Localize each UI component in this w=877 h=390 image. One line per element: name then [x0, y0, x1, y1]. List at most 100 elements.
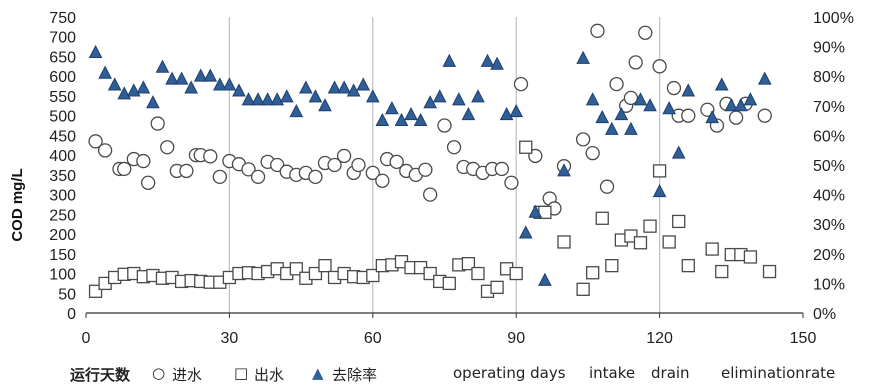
y-tick-label: 150 [49, 247, 76, 264]
drain-point [586, 266, 600, 280]
intake-point [179, 163, 194, 179]
removal-rate-point [289, 104, 304, 118]
x-tick-label: 120 [646, 330, 673, 347]
y-tick-label: 600 [49, 69, 76, 86]
removal-rate-point [518, 225, 533, 239]
drain-point [762, 264, 777, 279]
removal-rate-point [757, 71, 772, 85]
data-marks [88, 23, 777, 298]
intake-point [590, 23, 605, 38]
y2-axis-ticks: 0% 10% 20% 30% 40% 50% 60% 70% 80% 90% 100% [813, 10, 854, 323]
intake-point [638, 25, 653, 40]
removal-rate-point [193, 68, 208, 82]
removal-rate-point [413, 112, 428, 127]
removal-rate-point [327, 80, 342, 94]
removal-rate-point [705, 109, 720, 124]
y-tick-label: 400 [49, 148, 76, 165]
removal-rate-point [461, 106, 476, 121]
legend-triangle-icon: ▲ [312, 364, 324, 382]
intake-point [494, 161, 510, 177]
y-tick-label: 50 [58, 286, 76, 303]
removal-rate-point [241, 92, 256, 106]
intake-point [437, 118, 452, 133]
intake-point [351, 157, 366, 173]
removal-rate-point [88, 44, 103, 58]
y-axis-label: COD mg/L [9, 168, 26, 241]
intake-point [308, 169, 323, 184]
y-tick-label: 700 [49, 30, 76, 47]
removal-rate-point [528, 204, 543, 218]
x-tick-label: 150 [790, 330, 817, 347]
drain-point [743, 250, 758, 264]
intake-point [336, 148, 352, 164]
intake-point [423, 187, 438, 202]
drain-point [633, 236, 648, 250]
x-tick-label: 60 [364, 330, 382, 347]
legend-square-icon: □ [234, 364, 249, 382]
y-tick-label: 250 [49, 207, 76, 224]
y2-tick-label: 20% [813, 247, 845, 264]
removal-rate-point [452, 92, 466, 106]
intake-point [365, 165, 380, 181]
legend-en-intake: intake [589, 364, 636, 382]
y2-tick-label: 70% [813, 99, 845, 116]
y-axis-ticks: 0 50 100 150 200 250 300 350 400 450 500 550 600 650 7… [49, 10, 76, 323]
removal-rate-point [471, 89, 485, 103]
removal-rate-point [222, 77, 237, 91]
drain-point [681, 258, 695, 273]
removal-rate-point [318, 98, 332, 112]
removal-rate-point [576, 50, 590, 64]
y-tick-label: 750 [49, 10, 76, 27]
drain-point [652, 164, 667, 178]
intake-point [652, 59, 667, 74]
removal-rate-point [614, 106, 629, 121]
drain-point [576, 282, 590, 296]
intake-point [628, 55, 643, 70]
drain-point [672, 214, 686, 229]
removal-rate-point [299, 80, 313, 94]
removal-rate-point [98, 65, 112, 79]
removal-rate-point [270, 92, 285, 106]
removal-rate-point [203, 68, 218, 82]
removal-rate-point [714, 77, 729, 91]
removal-rate-point [624, 121, 638, 135]
intake-point [97, 143, 113, 158]
removal-rate-point [404, 106, 418, 121]
removal-rate-point [155, 59, 170, 73]
drain-point [471, 266, 485, 281]
removal-rate-point [251, 92, 265, 106]
removal-rate-point [724, 98, 739, 112]
intake-point [140, 175, 156, 190]
x-tick-label: 30 [221, 330, 239, 347]
y2-tick-label: 80% [813, 69, 845, 86]
y-tick-label: 100 [49, 267, 76, 284]
removal-rate-point [375, 112, 390, 127]
removal-rate-point [385, 101, 399, 115]
y2-tick-label: 90% [813, 40, 845, 57]
intake-point [623, 90, 639, 106]
removal-rate-point [136, 80, 151, 94]
y-tick-label: 300 [49, 188, 76, 205]
intake-point [446, 140, 462, 155]
removal-rate-point [643, 98, 657, 112]
removal-rate-point [499, 106, 514, 121]
removal-rate-point [126, 83, 141, 97]
intake-point [117, 161, 132, 177]
drain-point [595, 211, 609, 225]
removal-rate-point [743, 92, 758, 106]
removal-rate-point [442, 53, 457, 67]
removal-rate-point [365, 89, 380, 103]
removal-rate-point [174, 71, 189, 85]
drain-point [519, 140, 533, 154]
removal-rate-point [260, 92, 275, 106]
y-tick-label: 350 [49, 168, 76, 185]
legend-entry-drain: 出水 [254, 366, 285, 384]
x-tick-label: 0 [82, 330, 91, 347]
removal-rate-point [308, 89, 323, 103]
drain-point [509, 266, 523, 281]
intake-point [88, 134, 103, 149]
intake-point [666, 80, 682, 96]
intake-point [212, 169, 227, 184]
intake-point [575, 132, 591, 147]
removal-rate-point [538, 272, 552, 286]
